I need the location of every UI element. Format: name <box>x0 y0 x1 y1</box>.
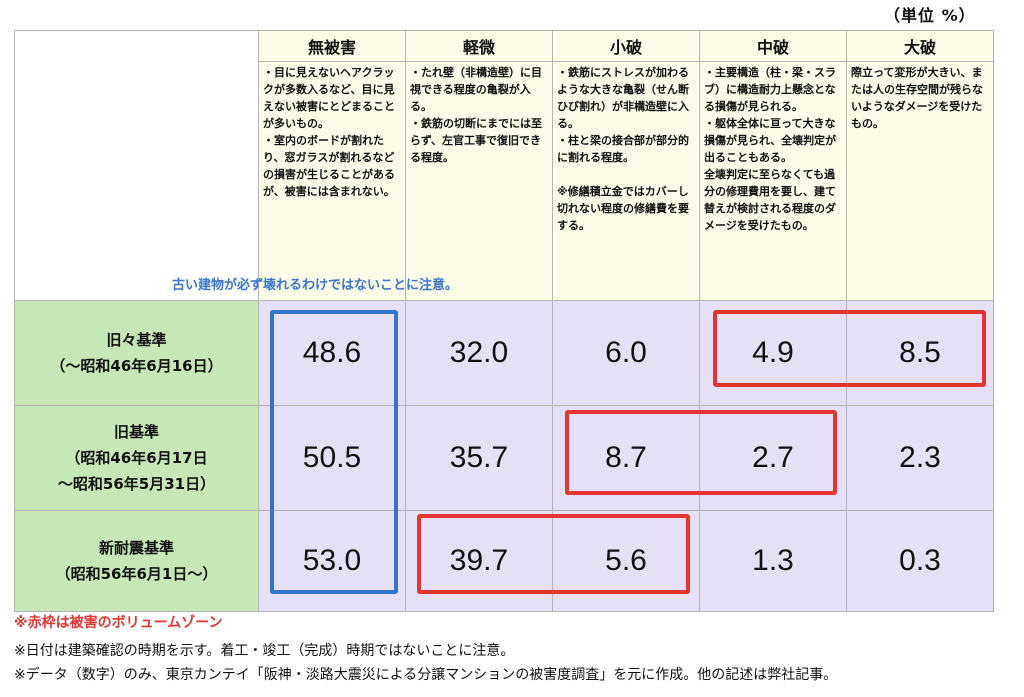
volume-zone-highlight-row2 <box>565 410 837 495</box>
footnote-date: ※日付は建築確認の時期を示す。着工・竣工（完成）時期ではないことに注意。 <box>14 643 515 659</box>
value-cell: 8.5 <box>846 300 994 406</box>
row-label: 旧々基準 <box>106 331 167 349</box>
footnote-source: ※データ（数字）のみ、東京カンテイ「阪神・淡路大震災による分譲マンションの被害度… <box>14 667 838 683</box>
row-period: （昭和56年6月1日〜） <box>55 565 218 583</box>
row-period-end: 〜昭和56年5月31日） <box>57 475 216 493</box>
value-cell: 4.9 <box>699 300 847 406</box>
header-row: 無被害 軽微 小破 中破 大破 <box>14 30 994 301</box>
value-cell: 50.5 <box>258 405 406 511</box>
row-label: 新耐震基準 <box>98 539 174 557</box>
value-cell: 48.6 <box>258 300 406 406</box>
col-header-severe: 大破 <box>846 30 994 62</box>
value-cell: 35.7 <box>405 405 553 511</box>
row-period: （〜昭和46年6月16日） <box>50 357 223 375</box>
table-corner <box>14 30 259 301</box>
table-row: 旧々基準 （〜昭和46年6月16日） 48.6 32.0 6.0 4.9 8.5 <box>14 300 994 406</box>
desc-none: ・目に見えないヘアクラックが多数入るなど、目に見えない被害にとどまることが多いも… <box>258 61 406 301</box>
table-row: 旧基準 （昭和46年6月17日 〜昭和56年5月31日） 50.5 35.7 8… <box>14 405 994 511</box>
volume-zone-highlight-none <box>270 310 398 594</box>
value-cell: 5.6 <box>552 510 700 612</box>
col-header-minor: 小破 <box>552 30 700 62</box>
row-header-new: 新耐震基準 （昭和56年6月1日〜） <box>14 510 259 612</box>
description-row: ・目に見えないヘアクラックが多数入るなど、目に見えない被害にとどまることが多いも… <box>15 61 994 301</box>
value-cell: 39.7 <box>405 510 553 612</box>
col-header-slight: 軽微 <box>405 30 553 62</box>
desc-severe: 際立って変形が大きい、または人の生存空間が残らないようなダメージを受けたもの。 <box>846 61 994 301</box>
row-header-old: 旧基準 （昭和46年6月17日 〜昭和56年5月31日） <box>14 405 259 511</box>
col-header-moderate: 中破 <box>699 30 847 62</box>
value-cell: 32.0 <box>405 300 553 406</box>
footnote-red-frame: ※赤枠は被害のボリュームゾーン <box>14 615 223 631</box>
caution-note: 古い建物が必ず壊れるわけではないことに注意。 <box>172 278 459 293</box>
desc-moderate: ・主要構造（柱・梁・スラブ）に構造耐力上懸念となる損傷が見られる。 ・躯体全体に… <box>699 61 847 301</box>
value-cell: 0.3 <box>846 510 994 612</box>
desc-minor: ・鉄筋にストレスが加わるような大きな亀裂（せん断ひび割れ）が非構造壁に入る。 ・… <box>552 61 700 301</box>
unit-label: （単位 %） <box>884 6 976 25</box>
row-header-old-old: 旧々基準 （〜昭和46年6月16日） <box>14 300 259 406</box>
row-label: 旧基準 <box>113 423 159 441</box>
col-header-none: 無被害 <box>258 30 406 62</box>
value-cell: 2.3 <box>846 405 994 511</box>
value-cell: 6.0 <box>552 300 700 406</box>
desc-slight: ・たれ壁（非構造壁）に目視できる程度の亀裂が入る。 ・鉄筋の切断にまでには至らず… <box>405 61 553 301</box>
table-row: 新耐震基準 （昭和56年6月1日〜） 53.0 39.7 5.6 1.3 0.3 <box>14 510 994 612</box>
volume-zone-highlight-row3 <box>417 514 690 594</box>
row-period: （昭和46年6月17日 <box>65 449 208 467</box>
value-cell: 53.0 <box>258 510 406 612</box>
value-cell: 1.3 <box>699 510 847 612</box>
volume-zone-highlight-row1 <box>713 310 986 387</box>
